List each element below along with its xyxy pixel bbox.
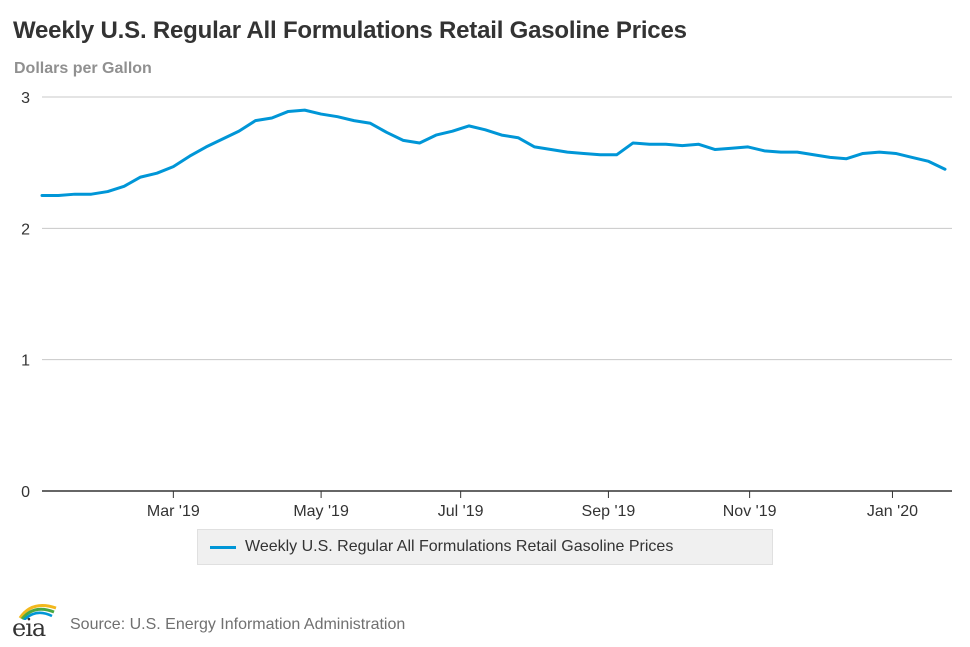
- eia-logo-swoosh-icon: [18, 604, 57, 620]
- source-note: Source: U.S. Energy Information Administ…: [70, 616, 406, 633]
- series-line-gasoline-price: [40, 108, 947, 197]
- legend-line-swatch: [210, 545, 236, 549]
- x-tick-label: Nov '19: [723, 503, 777, 520]
- legend-label[interactable]: Weekly U.S. Regular All Formulations Ret…: [245, 538, 674, 555]
- chart-title: Weekly U.S. Regular All Formulations Ret…: [13, 17, 687, 44]
- x-tick-label: Sep '19: [582, 503, 636, 520]
- legend[interactable]: Weekly U.S. Regular All Formulations Ret…: [197, 529, 773, 565]
- y-tick-label: 2: [21, 221, 30, 238]
- x-tick-label: May '19: [293, 503, 349, 520]
- eia-logo-text: eia: [12, 614, 46, 642]
- y-tick-label: 1: [21, 353, 30, 370]
- y-tick-label: 3: [21, 90, 30, 107]
- x-tick-label: Jan '20: [867, 503, 918, 520]
- x-tick-label: Jul '19: [438, 503, 484, 520]
- y-axis-unit-label: Dollars per Gallon: [14, 60, 152, 77]
- footer: eia Source: U.S. Energy Information Admi…: [12, 602, 405, 642]
- y-tick-label: 0: [21, 484, 30, 501]
- x-tick-label: Mar '19: [147, 503, 200, 520]
- eia-logo: eia: [12, 602, 60, 642]
